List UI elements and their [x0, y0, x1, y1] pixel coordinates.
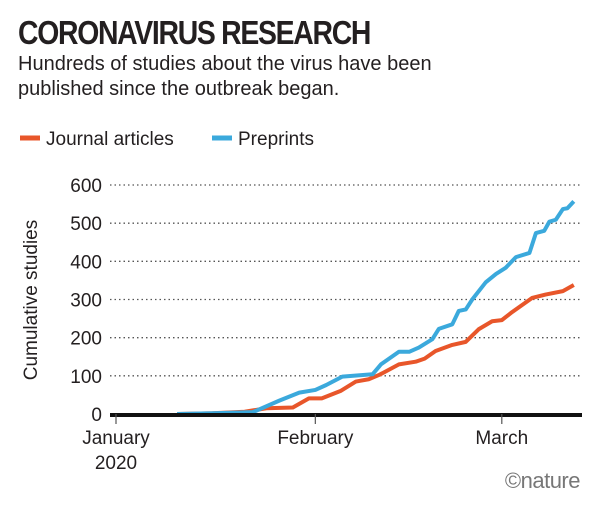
chart-title: CORONAVIRUS RESEARCH: [18, 14, 371, 51]
x-tick-sublabel: 2020: [95, 453, 137, 474]
legend: Journal articles Preprints: [20, 129, 314, 150]
series-line-journal-articles: [177, 283, 575, 416]
nature-logo: ©nature: [504, 468, 581, 493]
y-tick-label: 400: [70, 252, 102, 273]
legend-label-journal: Journal articles: [46, 129, 174, 150]
series-line-preprints: [177, 200, 576, 416]
y-tick-label: 100: [70, 367, 102, 388]
y-tick-label: 200: [70, 329, 102, 350]
x-tick-label: January: [82, 428, 150, 449]
subtitle-line-2: published since the outbreak began.: [18, 78, 340, 100]
y-tick-label: 600: [70, 176, 102, 197]
subtitle-line-1: Hundreds of studies about the virus have…: [18, 53, 432, 75]
y-tick-label: 300: [70, 291, 102, 312]
y-tick-label: 500: [70, 214, 102, 235]
legend-label-preprints: Preprints: [238, 129, 314, 150]
y-tick-label: 0: [91, 405, 102, 426]
y-axis-label: Cumulative studies: [21, 220, 42, 381]
x-tick-label: February: [277, 428, 354, 449]
x-tick-label: March: [475, 428, 528, 449]
